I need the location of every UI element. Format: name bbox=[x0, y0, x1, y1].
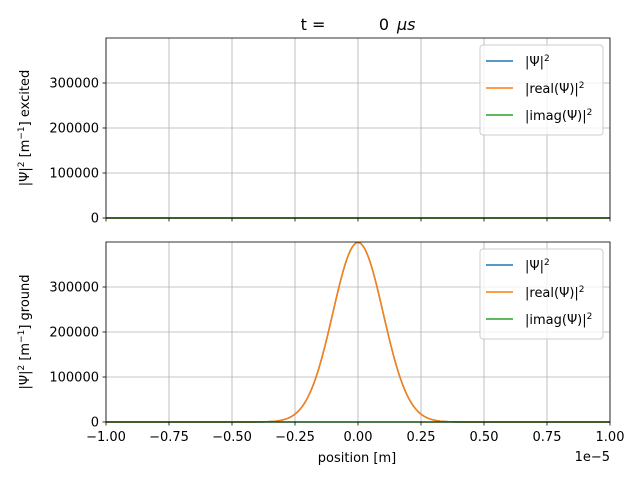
y-tick-label: 200000 bbox=[49, 326, 99, 341]
legend-label: |real(Ψ)|2 bbox=[525, 81, 585, 97]
y-tick-label: 100000 bbox=[49, 167, 99, 182]
y-tick-label: 0 bbox=[91, 416, 99, 431]
x-tick-label: −0.25 bbox=[275, 430, 315, 445]
y-tick-label: 200000 bbox=[49, 122, 99, 137]
chart-title-value: 0 bbox=[379, 15, 389, 34]
y-tick-label: 300000 bbox=[49, 281, 99, 296]
x-tick-label: 0.50 bbox=[470, 430, 499, 445]
x-tick-label: 0.25 bbox=[407, 430, 436, 445]
x-tick-label: 0.75 bbox=[533, 430, 562, 445]
legend-box bbox=[479, 44, 604, 136]
legend-label: |Ψ|2 bbox=[525, 258, 550, 274]
legend-label: |real(Ψ)|2 bbox=[525, 285, 585, 301]
x-offset-text: 1e−5 bbox=[575, 450, 610, 465]
y-axis-label-ground: |Ψ|2 [m−1] ground bbox=[17, 274, 33, 389]
y-axis-label-excited: |Ψ|2 [m−1] excited bbox=[17, 70, 33, 186]
legend-label: |imag(Ψ)|2 bbox=[525, 312, 592, 328]
legend-box bbox=[479, 248, 604, 340]
x-tick-label: −0.50 bbox=[212, 430, 252, 445]
x-tick-label: 1.00 bbox=[596, 430, 625, 445]
chart-title-unit: μs bbox=[396, 15, 416, 34]
legend-ground: |Ψ|2 |real(Ψ)|2 |imag(Ψ)|2 bbox=[479, 248, 604, 340]
x-tick-label: 0.00 bbox=[344, 430, 373, 445]
y-tick-label: 100000 bbox=[49, 371, 99, 386]
legend-label: |Ψ|2 bbox=[525, 54, 550, 70]
y-tick-label: 0 bbox=[91, 212, 99, 227]
panels: 0 100000 200000 300000 |Ψ|2 [m−1] excited |Ψ|… bbox=[17, 37, 625, 445]
x-axis-label: position [m] bbox=[318, 451, 396, 466]
chart-title-prefix: t = bbox=[301, 15, 326, 34]
panel-ground: −1.00 −0.75 −0.50 −0.25 0.00 0.25 0.50 0.75 1.00… bbox=[17, 241, 625, 445]
y-tick-label: 300000 bbox=[49, 77, 99, 92]
x-tick-label: −1.00 bbox=[86, 430, 126, 445]
legend-label: |imag(Ψ)|2 bbox=[525, 108, 592, 124]
panel-excited: 0 100000 200000 300000 |Ψ|2 [m−1] excited |Ψ|… bbox=[17, 37, 611, 227]
legend-excited: |Ψ|2 |real(Ψ)|2 |imag(Ψ)|2 bbox=[479, 44, 604, 136]
x-tick-label: −0.75 bbox=[149, 430, 189, 445]
